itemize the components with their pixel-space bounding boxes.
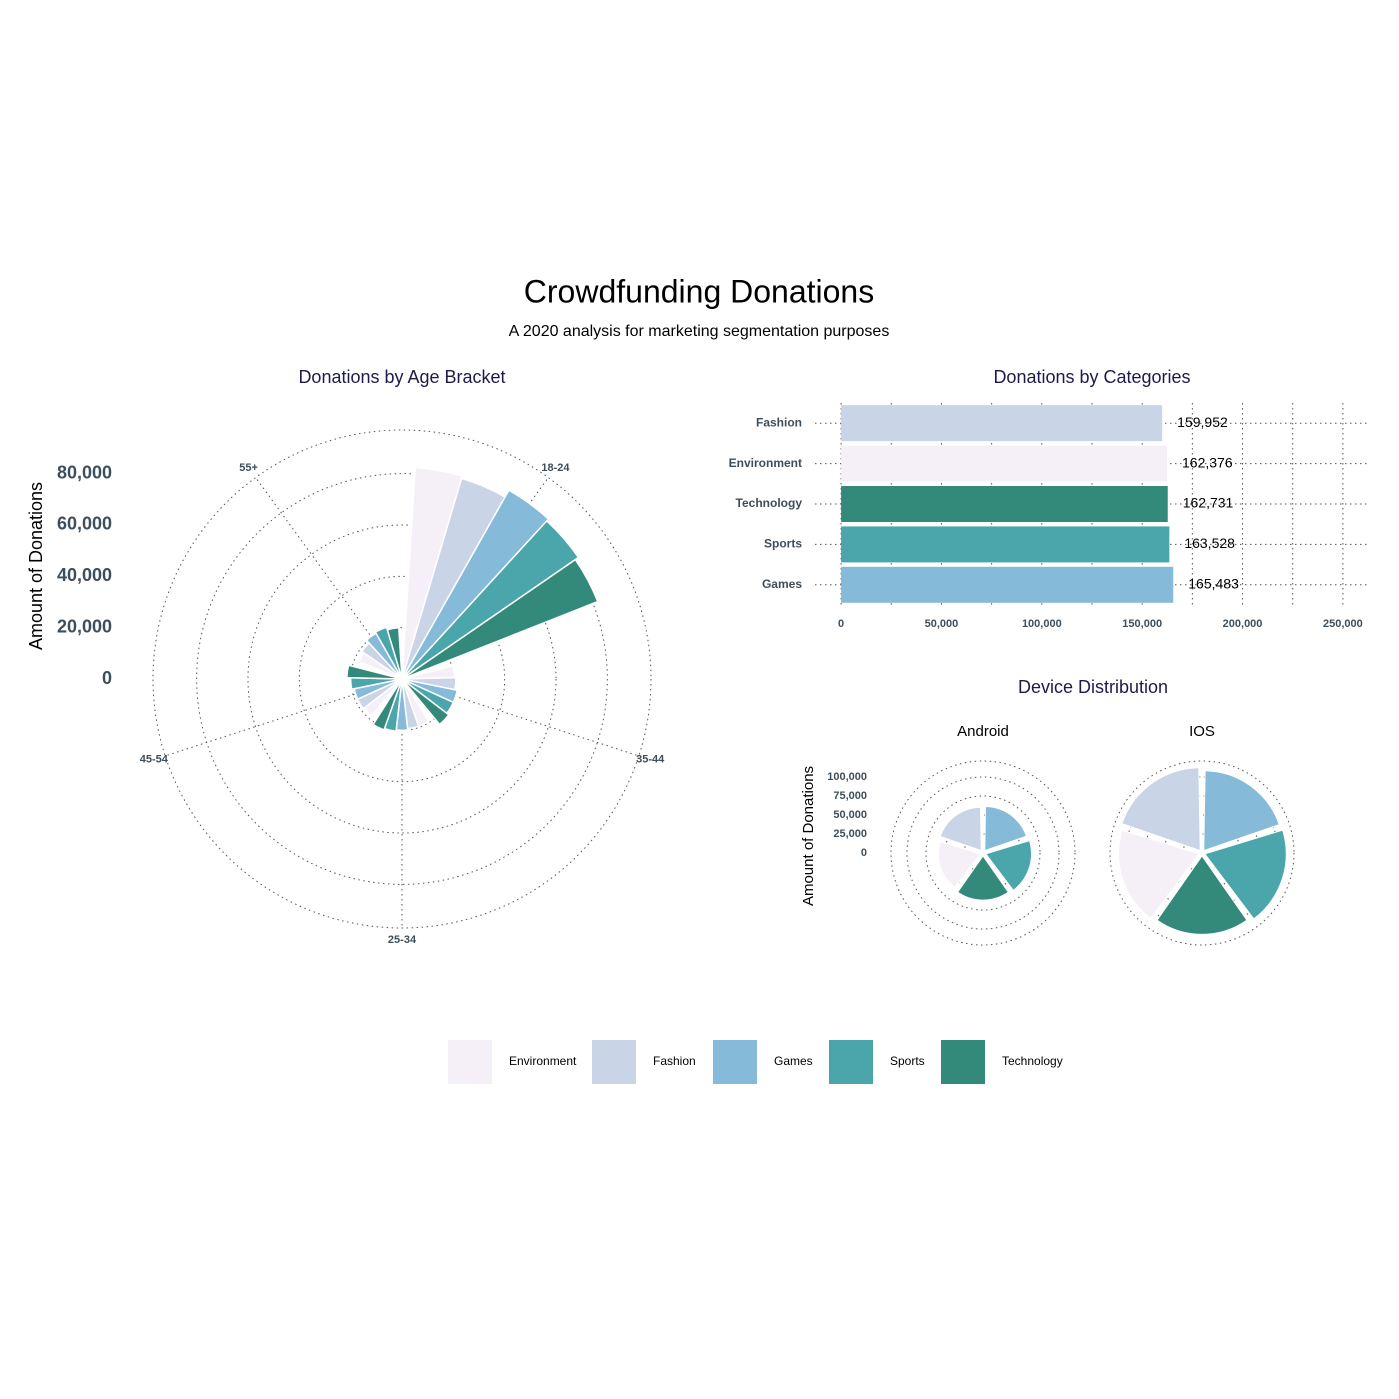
- angle-label: 45-54: [140, 754, 169, 766]
- wedge: [1118, 829, 1200, 919]
- value-label: 165,483: [1188, 576, 1239, 592]
- wedge: [957, 855, 1009, 901]
- legend-label: Sports: [890, 1054, 925, 1068]
- bar: [841, 526, 1170, 563]
- value-label: 159,952: [1177, 414, 1228, 430]
- legend-label: Environment: [509, 1054, 577, 1068]
- polar-bar: [346, 664, 403, 680]
- legend-swatch: [448, 1040, 492, 1084]
- angle-label: 35-44: [636, 754, 665, 766]
- y-tick-label: Games: [762, 577, 802, 591]
- polar-bar: [401, 519, 580, 680]
- polar-bar: [401, 558, 599, 680]
- x-tick-label: 150,000: [1122, 618, 1162, 630]
- page-subtitle: A 2020 analysis for marketing segmentati…: [509, 323, 890, 340]
- legend-swatch: [713, 1040, 757, 1084]
- polar-bar: [372, 678, 403, 731]
- y-tick-label: Environment: [729, 456, 802, 470]
- polar-bar: [401, 489, 550, 680]
- grid-circle: [196, 473, 608, 885]
- angle-label: 25-34: [388, 934, 417, 946]
- polar-bar: [374, 626, 403, 680]
- y-tick-label: 40,000: [57, 565, 112, 585]
- value-label: 162,731: [1183, 495, 1234, 511]
- grid-circle: [890, 760, 1076, 946]
- legend-swatch: [941, 1040, 985, 1084]
- grid-circle: [298, 575, 506, 783]
- polar-bar: [401, 678, 450, 726]
- legend-label: Games: [774, 1054, 813, 1068]
- y-tick-label: Technology: [736, 496, 803, 510]
- chart-title: Donations by Categories: [993, 367, 1190, 387]
- facet-label: IOS: [1189, 723, 1215, 740]
- legend-swatch: [592, 1040, 636, 1084]
- wedge: [1121, 767, 1201, 852]
- grid-circle: [152, 429, 652, 929]
- x-tick-label: 200,000: [1223, 618, 1263, 630]
- bar: [841, 445, 1168, 482]
- x-tick-label: 100,000: [1022, 618, 1062, 630]
- y-tick-label: 75,000: [833, 790, 867, 802]
- chart-title: Donations by Age Bracket: [298, 367, 505, 387]
- x-tick-label: 50,000: [925, 618, 959, 630]
- y-tick-label: 80,000: [57, 462, 112, 482]
- value-label: 163,528: [1184, 535, 1235, 551]
- wedge: [985, 839, 1032, 892]
- y-tick-label: 100,000: [827, 771, 867, 783]
- grid-circle: [906, 776, 1060, 930]
- y-tick-label: 0: [102, 668, 112, 688]
- value-label: 162,376: [1182, 454, 1233, 470]
- bar: [841, 566, 1174, 603]
- wedge: [937, 841, 981, 889]
- legend-label: Fashion: [653, 1054, 696, 1068]
- y-tick-label: 25,000: [833, 828, 867, 840]
- bar: [841, 405, 1163, 442]
- page-title: Crowdfunding Donations: [524, 273, 874, 309]
- wedge: [939, 806, 982, 852]
- facet-label: Android: [957, 723, 1009, 740]
- x-tick-label: 0: [838, 618, 844, 630]
- y-tick-label: Sports: [764, 537, 802, 551]
- polar-bar: [386, 626, 403, 680]
- wedge: [1204, 829, 1287, 920]
- y-axis-label: Amount of Donations: [800, 766, 817, 906]
- grid-circle: [1109, 760, 1295, 946]
- x-tick-label: 250,000: [1323, 618, 1363, 630]
- angle-label: 55+: [239, 462, 258, 474]
- y-tick-label: Fashion: [756, 415, 802, 429]
- wedge: [984, 805, 1028, 852]
- chart-title: Device Distribution: [1018, 677, 1168, 697]
- legend-label: Technology: [1002, 1054, 1063, 1068]
- grid-circle: [925, 795, 1041, 911]
- y-tick-label: 20,000: [57, 616, 112, 636]
- y-axis-label: Amount of Donations: [26, 482, 46, 650]
- legend-swatch: [829, 1040, 873, 1084]
- wedge: [1156, 855, 1248, 935]
- wedge: [1203, 770, 1280, 852]
- y-tick-label: 0: [861, 847, 867, 859]
- bar: [841, 486, 1168, 522]
- grid-circle: [247, 524, 557, 834]
- y-tick-label: 50,000: [833, 809, 867, 821]
- angle-label: 18-24: [541, 462, 570, 474]
- y-tick-label: 60,000: [57, 514, 112, 534]
